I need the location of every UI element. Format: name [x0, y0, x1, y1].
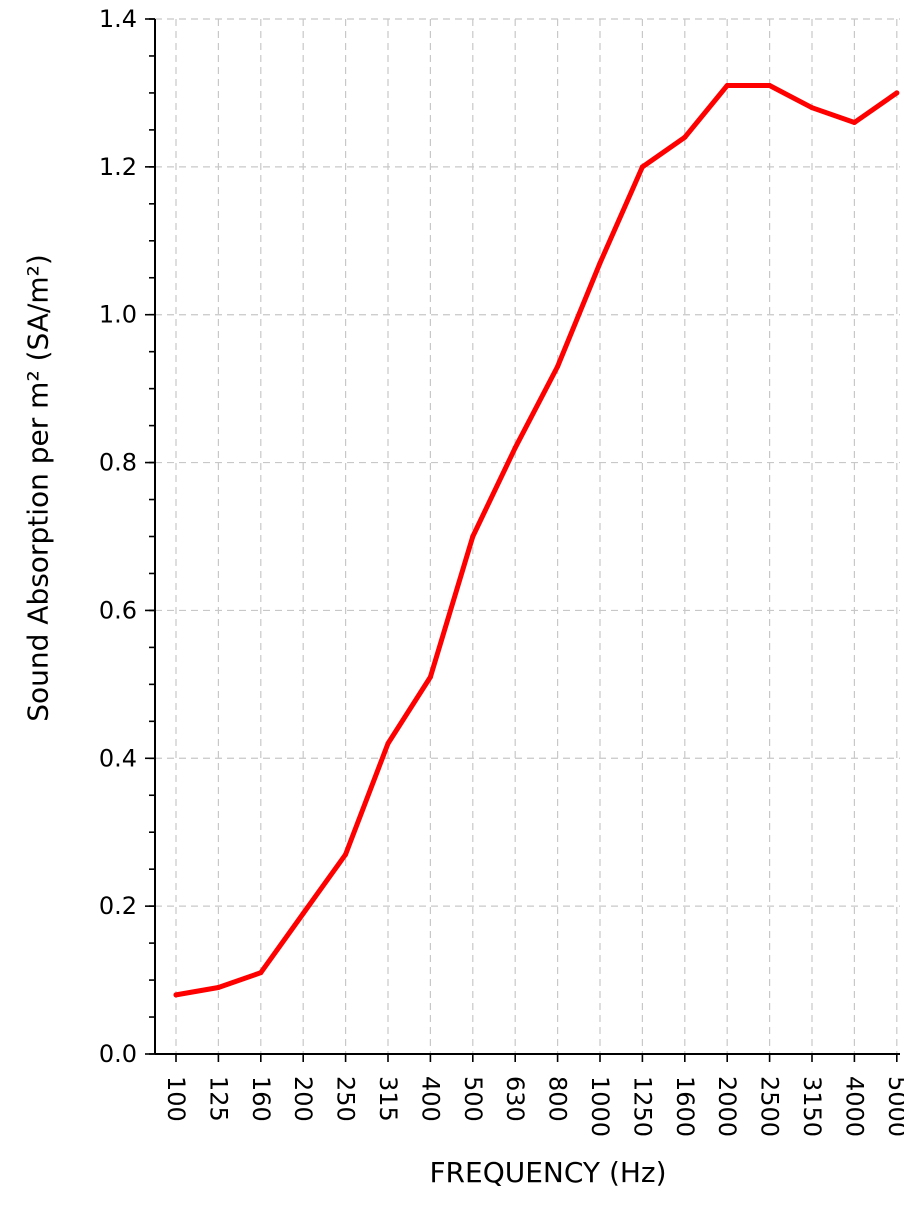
- data-point: [851, 120, 857, 125]
- data-point: [682, 134, 688, 140]
- x-tick-label: 3150: [798, 1076, 826, 1137]
- data-point: [809, 105, 815, 111]
- x-tick-label: 315: [374, 1076, 402, 1122]
- data-point: [215, 984, 221, 990]
- data-point: [555, 363, 561, 369]
- y-tick-label: 0.2: [99, 892, 137, 920]
- series-line: [173, 83, 900, 998]
- x-axis-title: FREQUENCY (Hz): [429, 1156, 666, 1189]
- y-tick-label: 1.2: [99, 153, 137, 181]
- y-tick-label: 0.0: [99, 1040, 137, 1068]
- x-tick-label: 200: [289, 1076, 317, 1122]
- y-tick-label: 0.8: [99, 449, 137, 477]
- x-tick-label: 1250: [628, 1076, 656, 1137]
- y-tick-label: 1.0: [99, 301, 137, 329]
- x-tick-label: 2000: [713, 1076, 741, 1137]
- data-point: [300, 911, 306, 917]
- x-tick-label: 1000: [586, 1076, 614, 1137]
- y-tick-label: 1.4: [99, 5, 137, 33]
- x-tick-labels: 100 125 160 200 250 315 400 500 630 800 1000 1250 16…: [162, 1076, 904, 1137]
- x-tick-label: 500: [459, 1076, 487, 1122]
- data-point: [767, 83, 773, 89]
- data-point: [724, 83, 730, 89]
- x-tick-label: 4000: [840, 1076, 868, 1137]
- data-point: [894, 90, 900, 96]
- x-tick-label: 800: [544, 1076, 572, 1122]
- x-tick-label: 100: [162, 1076, 190, 1122]
- y-tick-label: 0.4: [99, 744, 137, 772]
- data-point: [173, 992, 179, 998]
- x-tick-label: 630: [501, 1076, 529, 1122]
- x-tick-label: 160: [247, 1076, 275, 1122]
- x-tick-label: 2500: [756, 1076, 784, 1137]
- data-point: [385, 741, 391, 746]
- x-tick-label: 400: [416, 1076, 444, 1122]
- x-tick-label: 1600: [671, 1076, 699, 1137]
- x-tick-label: 5000: [883, 1076, 904, 1137]
- y-tick-label: 0.6: [99, 596, 137, 624]
- data-point: [639, 164, 645, 170]
- data-point: [470, 534, 476, 539]
- x-tick-label: 125: [204, 1076, 232, 1122]
- series: [173, 83, 900, 998]
- data-point: [343, 851, 349, 857]
- data-point: [597, 260, 603, 266]
- data-point: [427, 674, 433, 680]
- data-point: [258, 970, 264, 976]
- axes: [145, 18, 900, 1062]
- y-axis-title: Sound Absorption per m² (SA/m²): [22, 254, 55, 722]
- grid: [155, 18, 900, 1054]
- y-tick-labels: 0.0 0.2 0.4 0.6 0.8 1.0 1.2 1.4: [99, 5, 137, 1068]
- x-tick-label: 250: [332, 1076, 360, 1122]
- data-point: [512, 445, 518, 451]
